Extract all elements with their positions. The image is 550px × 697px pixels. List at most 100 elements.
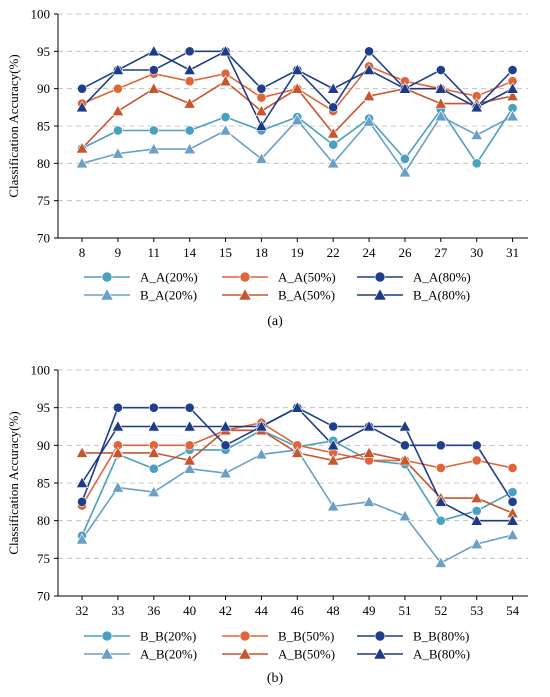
data-point — [147, 142, 161, 155]
data-point — [113, 83, 123, 94]
data-point — [470, 100, 483, 113]
x-tick-label: 9 — [115, 245, 122, 260]
y-tick-label: 100 — [31, 363, 51, 378]
data-point — [362, 420, 376, 432]
y-axis-title: Classification Accuracy(%) — [6, 54, 21, 197]
data-point — [184, 125, 195, 136]
panel-label: (a) — [267, 314, 283, 329]
data-point — [326, 156, 340, 169]
x-tick-label: 49 — [363, 603, 376, 618]
data-point — [434, 109, 448, 122]
data-point — [111, 420, 125, 432]
x-tick-label: 19 — [291, 245, 304, 260]
data-point — [291, 113, 304, 125]
series-line — [81, 50, 514, 109]
data-point — [75, 100, 89, 113]
y-tick-label: 80 — [37, 513, 50, 528]
x-tick-label: 54 — [506, 603, 520, 618]
data-point — [328, 139, 339, 150]
data-point — [506, 82, 519, 94]
y-tick-label: 95 — [37, 400, 50, 415]
x-tick-label: 22 — [327, 245, 340, 260]
data-point — [256, 92, 267, 103]
data-point — [506, 528, 519, 540]
data-point — [471, 455, 482, 466]
x-tick-label: 30 — [470, 245, 483, 260]
x-tick-label: 51 — [398, 603, 411, 618]
x-tick-label: 11 — [148, 245, 161, 260]
x-tick-label: 36 — [147, 603, 161, 618]
data-point — [291, 63, 304, 75]
x-tick-label: 31 — [506, 245, 519, 260]
x-tick-label: 52 — [434, 603, 447, 618]
data-point — [183, 63, 196, 75]
data-point — [326, 127, 340, 139]
y-axis-title: Classification Accuracy(%) — [6, 411, 21, 554]
legend-marker — [100, 647, 114, 660]
legend-marker — [101, 630, 113, 642]
data-point — [434, 97, 448, 109]
legend-label: B_B(20%) — [140, 629, 196, 644]
x-tick-label: 53 — [470, 603, 483, 618]
x-tick-label: 48 — [327, 603, 340, 618]
data-point — [77, 496, 87, 507]
data-point — [362, 63, 376, 75]
data-point — [220, 440, 231, 451]
data-point — [398, 82, 412, 94]
data-point — [362, 446, 376, 458]
data-point — [471, 440, 482, 451]
data-point — [507, 496, 518, 507]
legend-label: A_A(20%) — [140, 270, 198, 285]
data-point — [507, 487, 518, 497]
x-tick-label: 42 — [219, 603, 232, 618]
legend-marker — [374, 271, 386, 283]
data-point — [183, 420, 196, 432]
y-tick-label: 90 — [37, 438, 50, 453]
x-tick-label: 27 — [434, 245, 448, 260]
legend-marker — [238, 288, 252, 301]
data-point — [255, 152, 268, 164]
data-point — [113, 402, 123, 413]
legend-marker — [239, 271, 251, 283]
data-point — [506, 109, 519, 122]
legend-label: B_B(50%) — [278, 629, 334, 644]
data-point — [291, 82, 304, 94]
legend-label: A_A(50%) — [278, 270, 336, 285]
legend-label: A_B(20%) — [140, 647, 197, 662]
data-point — [147, 485, 161, 497]
data-point — [75, 533, 89, 545]
data-point — [183, 454, 196, 466]
x-tick-label: 32 — [76, 603, 89, 618]
data-point — [471, 505, 482, 516]
data-point — [434, 495, 448, 507]
legend-marker — [239, 630, 251, 642]
data-point — [184, 440, 195, 451]
data-point — [219, 44, 232, 57]
y-tick-label: 95 — [37, 44, 50, 59]
data-point — [362, 115, 376, 127]
data-point — [183, 142, 196, 155]
data-point — [470, 128, 483, 140]
data-point — [75, 142, 89, 154]
data-point — [326, 82, 340, 94]
data-point — [470, 537, 483, 549]
data-point — [184, 76, 195, 87]
y-tick-label: 90 — [37, 81, 50, 96]
chart-panel-a: 70 75 80 85 90 95 100 8 9 11 14 15 18 19 22 24 26 27 30 31 C… — [6, 7, 528, 329]
data-point — [219, 466, 232, 479]
y-tick-label: 70 — [37, 589, 50, 604]
x-tick-label: 46 — [291, 603, 305, 618]
data-point — [147, 420, 161, 432]
y-tick-label: 100 — [31, 7, 51, 22]
data-point — [326, 438, 340, 451]
legend-marker — [100, 288, 114, 301]
data-point — [113, 125, 123, 136]
x-tick-label: 40 — [183, 603, 196, 618]
data-point — [111, 63, 125, 75]
data-point — [147, 44, 161, 57]
data-point — [326, 454, 340, 466]
data-point — [507, 463, 518, 473]
data-point — [434, 556, 448, 568]
data-point — [184, 402, 195, 413]
data-point — [111, 481, 125, 493]
